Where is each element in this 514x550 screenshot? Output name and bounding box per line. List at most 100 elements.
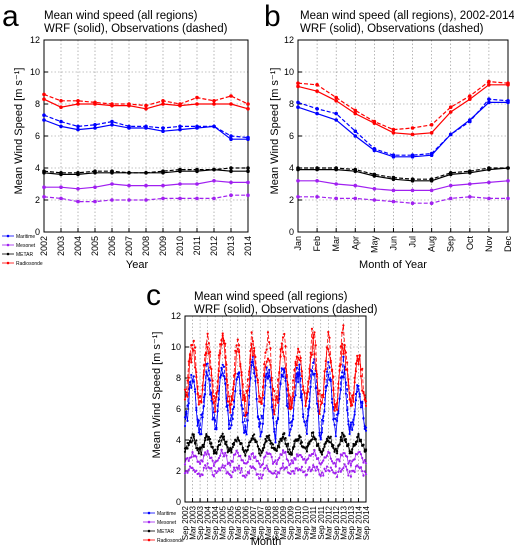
data-point-radiosonde-obs <box>296 81 300 85</box>
data-point-radiosonde-obs <box>352 393 355 397</box>
data-point-mesonet-obs <box>229 193 233 197</box>
data-point-mesonet-wrf <box>293 456 296 460</box>
data-point-mesonet-wrf <box>330 460 334 463</box>
x-tick-label: Sep 2005 <box>226 505 235 540</box>
data-point-metar-obs <box>237 439 241 442</box>
data-point-radiosonde-obs <box>193 346 197 349</box>
data-point-radiosonde-wrf <box>205 352 208 355</box>
data-point-mesonet-wrf <box>347 462 350 465</box>
data-point-mesonet-wrf <box>363 459 366 462</box>
data-point-radiosonde-obs <box>286 383 290 387</box>
data-point-mesonet-wrf <box>222 455 226 458</box>
data-point-mesonet-wrf <box>190 456 193 459</box>
data-point-radiosonde-obs <box>239 362 242 366</box>
x-tick-label: Sep 2010 <box>302 505 311 540</box>
data-point-mesonet-wrf <box>314 454 317 457</box>
data-point-mesonet-wrf <box>76 187 80 191</box>
data-point-maritime-wrf <box>352 423 355 426</box>
data-point-mesonet-obs <box>195 469 198 472</box>
data-point-mesonet-obs <box>230 476 233 479</box>
legend-marker-maritime <box>147 511 151 515</box>
data-point-mesonet-obs <box>273 472 276 475</box>
data-point-maritime-obs <box>210 399 213 402</box>
data-point-maritime-wrf <box>211 418 214 421</box>
data-point-mesonet-obs <box>212 196 216 201</box>
data-point-metar-obs <box>251 434 254 438</box>
data-point-maritime-obs <box>195 406 198 409</box>
data-point-metar-obs <box>305 445 309 448</box>
data-point-mesonet-obs <box>202 466 205 469</box>
data-point-mesonet-obs <box>185 469 188 473</box>
data-point-mesonet-wrf <box>246 180 250 185</box>
data-point-metar-obs <box>351 451 354 455</box>
x-tick-label: Jan <box>293 236 303 251</box>
data-point-mesonet-wrf <box>353 458 356 461</box>
data-point-radiosonde-obs <box>487 79 491 84</box>
data-point-maritime-wrf <box>333 423 336 426</box>
data-point-radiosonde-wrf <box>241 398 244 402</box>
data-point-maritime-obs <box>198 428 202 431</box>
data-point-mesonet-obs <box>346 468 349 471</box>
data-point-radiosonde-obs <box>261 385 265 389</box>
data-point-metar-wrf <box>220 439 223 442</box>
data-point-mesonet-wrf <box>221 452 224 455</box>
data-point-radiosonde-obs <box>284 345 287 348</box>
data-point-radiosonde-obs <box>271 387 275 390</box>
data-point-mesonet-obs <box>229 474 232 477</box>
data-point-radiosonde-wrf <box>227 400 231 403</box>
data-point-maritime-wrf <box>364 429 368 432</box>
data-point-metar-obs <box>338 443 341 446</box>
x-tick-label: 2014 <box>243 236 253 256</box>
data-point-maritime-obs <box>253 372 256 375</box>
data-point-radiosonde-obs <box>362 390 365 394</box>
data-point-mesonet-obs <box>335 475 339 478</box>
legend-marker-mesonet <box>147 520 151 524</box>
data-point-mesonet-obs <box>178 196 182 201</box>
data-point-maritime-wrf <box>296 105 300 109</box>
data-point-mesonet-wrf <box>259 466 262 469</box>
data-point-mesonet-obs <box>349 475 353 478</box>
data-point-maritime-obs <box>284 379 287 382</box>
data-point-maritime-obs <box>263 397 266 400</box>
data-point-metar-obs <box>429 177 434 181</box>
data-point-maritime-obs <box>110 119 114 124</box>
data-point-radiosonde-obs <box>200 400 203 403</box>
data-point-metar-obs <box>327 435 330 438</box>
data-point-radiosonde-obs <box>307 390 310 393</box>
x-tick-label: Mar 2013 <box>339 505 348 539</box>
data-point-mesonet-obs <box>308 466 311 469</box>
data-point-radiosonde-obs <box>215 391 218 395</box>
data-point-radiosonde-wrf <box>219 352 222 355</box>
data-point-mesonet-obs <box>220 466 223 469</box>
y-tick-label: 10 <box>30 67 40 77</box>
data-point-mesonet-obs <box>254 468 257 471</box>
data-point-radiosonde-obs <box>219 343 222 346</box>
data-point-mesonet-obs <box>224 464 227 467</box>
data-point-mesonet-wrf <box>270 455 273 459</box>
data-point-maritime-obs <box>204 384 207 387</box>
data-point-mesonet-wrf <box>506 179 510 183</box>
data-point-maritime-obs <box>226 409 229 412</box>
data-point-maritime-obs <box>244 431 247 434</box>
data-point-radiosonde-obs <box>294 360 297 363</box>
data-point-radiosonde-obs <box>302 385 305 388</box>
data-point-maritime-wrf <box>222 374 226 378</box>
data-point-radiosonde-wrf <box>216 389 219 393</box>
data-point-mesonet-wrf <box>285 458 288 461</box>
x-tick-label: 2003 <box>56 236 66 256</box>
data-point-radiosonde-wrf <box>251 354 254 357</box>
data-point-radiosonde-wrf <box>245 411 248 414</box>
series-line-metar-wrf <box>298 167 509 182</box>
data-point-mesonet-wrf <box>309 454 312 457</box>
legend-marker-mesonet <box>6 243 10 247</box>
data-point-radiosonde-wrf <box>259 396 262 399</box>
data-point-mesonet-obs <box>357 465 360 468</box>
data-point-radiosonde-obs <box>341 331 344 334</box>
data-point-radiosonde-obs <box>361 367 364 370</box>
data-point-metar-obs <box>245 449 248 452</box>
data-point-maritime-obs <box>342 355 345 358</box>
data-point-mesonet-wrf <box>191 450 194 454</box>
data-point-mesonet-obs <box>337 470 340 473</box>
data-point-radiosonde-wrf <box>212 102 216 106</box>
data-point-radiosonde-obs <box>110 102 114 106</box>
